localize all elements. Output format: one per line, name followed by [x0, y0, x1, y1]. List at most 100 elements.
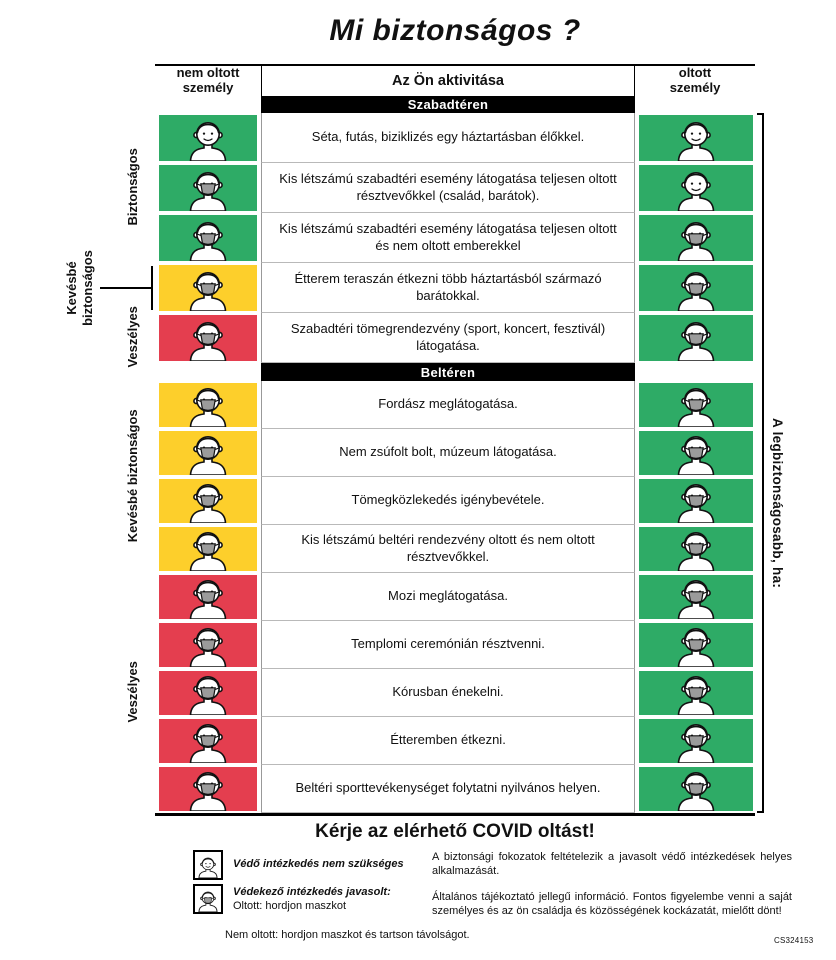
unvaccinated-cell [159, 719, 257, 763]
unvaccinated-cell [159, 265, 257, 311]
activity-text: Kis létszámú beltéri rendezvény oltott é… [301, 531, 595, 564]
person-icon [185, 433, 231, 475]
vaccinated-cell [639, 479, 753, 523]
vaccinated-cell [639, 575, 753, 619]
section-bar-row: Beltéren [155, 363, 755, 381]
activity-text: Beltéri sporttevékenységet folytatni nyi… [295, 780, 601, 796]
vaccinated-cell [639, 315, 753, 361]
vaccinated-cell [639, 527, 753, 571]
column-header-unvaccinated: nem oltott személy [176, 65, 240, 95]
unvaccinated-cell [159, 383, 257, 427]
person-icon [185, 577, 231, 619]
person-icon [673, 385, 719, 427]
table-bottom-rule [155, 813, 755, 816]
person-icon [185, 673, 231, 715]
vaccinated-cell [639, 767, 753, 811]
activity-cell: Templomi ceremónián résztvenni. [261, 621, 635, 669]
risk-label-safe: Biztonságos [125, 148, 141, 226]
activity-text: Szabadtéri tömegrendezvény (sport, konce… [290, 320, 606, 353]
activity-cell: Szabadtéri tömegrendezvény (sport, konce… [261, 313, 635, 363]
activity-text: Fordász meglátogatása. [378, 396, 518, 412]
activity-cell: Kis létszámú beltéri rendezvény oltott é… [261, 525, 635, 573]
label-connector-line [100, 287, 152, 289]
table-row: Étteremben étkezni. [155, 717, 755, 765]
label-connector-tick [151, 266, 153, 310]
unvaccinated-cell [159, 623, 257, 667]
person-icon [673, 721, 719, 763]
legend-box-masked [193, 884, 223, 914]
person-icon [185, 219, 231, 261]
person-icon [673, 673, 719, 715]
legend-box-unmasked [193, 850, 223, 880]
vaccinated-cell [639, 431, 753, 475]
activity-text: Templomi ceremónián résztvenni. [351, 636, 545, 652]
person-icon [673, 769, 719, 811]
unvaccinated-cell [159, 115, 257, 161]
person-icon [673, 319, 719, 361]
info-paragraph-2: Általános tájékoztató jellegű információ… [432, 891, 792, 918]
table-row: Kórusban énekelni. [155, 669, 755, 717]
section-bar-row: Szabadtéren [155, 96, 755, 113]
unvaccinated-cell [159, 479, 257, 523]
person-icon [673, 529, 719, 571]
activity-cell: Séta, futás, biziklizés egy háztartásban… [261, 113, 635, 163]
unvaccinated-cell [159, 671, 257, 715]
person-icon [185, 385, 231, 427]
person-icon [673, 119, 719, 161]
cta-text: Kérje az elérhető COVID oltást! [315, 821, 595, 842]
activity-cell: Kórusban énekelni. [261, 669, 635, 717]
legend-label-vaccinated-mask: Oltott: hordjon maszkot [233, 900, 347, 912]
activity-text: Tömegközlekedés igénybevétele. [351, 492, 545, 508]
activity-cell: Mozi meglátogatása. [261, 573, 635, 621]
person-icon [673, 625, 719, 667]
table-row: Étterem teraszán étkezni több háztartásb… [155, 263, 755, 313]
vaccinated-cell [639, 115, 753, 161]
person-icon [673, 433, 719, 475]
person-icon [185, 529, 231, 571]
unvaccinated-cell [159, 215, 257, 261]
page-title: Mi biztonságos ? [329, 14, 581, 47]
unvaccinated-cell [159, 767, 257, 811]
document-code: CS324153 [774, 936, 814, 945]
person-icon [185, 625, 231, 667]
activity-text: Kis létszámú szabadtéri esemény látogatá… [279, 220, 617, 253]
person-icon [673, 481, 719, 523]
spacer [155, 96, 261, 113]
activity-text: Séta, futás, biziklizés egy háztartásban… [311, 129, 585, 145]
person-icon [185, 481, 231, 523]
activity-cell: Étterem teraszán étkezni több háztartásb… [261, 263, 635, 313]
section-header-indoors: Beltéren [261, 363, 635, 381]
vaccinated-cell [639, 671, 753, 715]
activity-cell: Kis létszámú szabadtéri esemény látogatá… [261, 163, 635, 213]
activity-cell: Kis létszámú szabadtéri esemény látogatá… [261, 213, 635, 263]
risk-label-less-safe-outer: Kevésbé biztonságos [64, 250, 95, 326]
info-paragraph-1: A biztonsági fokozatok feltételezik a ja… [432, 851, 792, 878]
person-icon [185, 269, 231, 311]
risk-label-less-safe-indoor: Kevésbé biztonságos [125, 409, 141, 543]
vaccinated-cell [639, 719, 753, 763]
masked-face-icon [196, 890, 220, 912]
activity-text: Étterem teraszán étkezni több háztartásb… [294, 270, 602, 303]
risk-label-dangerous-indoor: Veszélyes [125, 661, 141, 723]
unvaccinated-cell [159, 165, 257, 211]
spacer [155, 363, 261, 381]
unvaccinated-cell [159, 315, 257, 361]
activity-cell: Tömegközlekedés igénybevétele. [261, 477, 635, 525]
table-row: Szabadtéri tömegrendezvény (sport, konce… [155, 313, 755, 363]
table-row: Nem zsúfolt bolt, múzeum látogatása. [155, 429, 755, 477]
vaccinated-cell [639, 165, 753, 211]
unvaccinated-cell [159, 575, 257, 619]
legend-note-unvaccinated: Nem oltott: hordjon maszkot és tartson t… [225, 929, 470, 941]
activity-cell: Étteremben étkezni. [261, 717, 635, 765]
column-header-activity: Az Ön aktivitása [261, 66, 635, 96]
table-row: Templomi ceremónián résztvenni. [155, 621, 755, 669]
table-row: Mozi meglátogatása. [155, 573, 755, 621]
activity-text: Kis létszámú szabadtéri esemény látogatá… [279, 170, 617, 203]
unvaccinated-cell [159, 527, 257, 571]
activity-table: nem oltott személy Az Ön aktivitása olto… [155, 64, 755, 813]
table-row: Séta, futás, biziklizés egy háztartásban… [155, 113, 755, 163]
activity-cell: Beltéri sporttevékenységet folytatni nyi… [261, 765, 635, 813]
activity-text: Nem zsúfolt bolt, múzeum látogatása. [339, 444, 557, 460]
person-icon [673, 269, 719, 311]
column-header-vaccinated: oltott személy [669, 65, 721, 95]
